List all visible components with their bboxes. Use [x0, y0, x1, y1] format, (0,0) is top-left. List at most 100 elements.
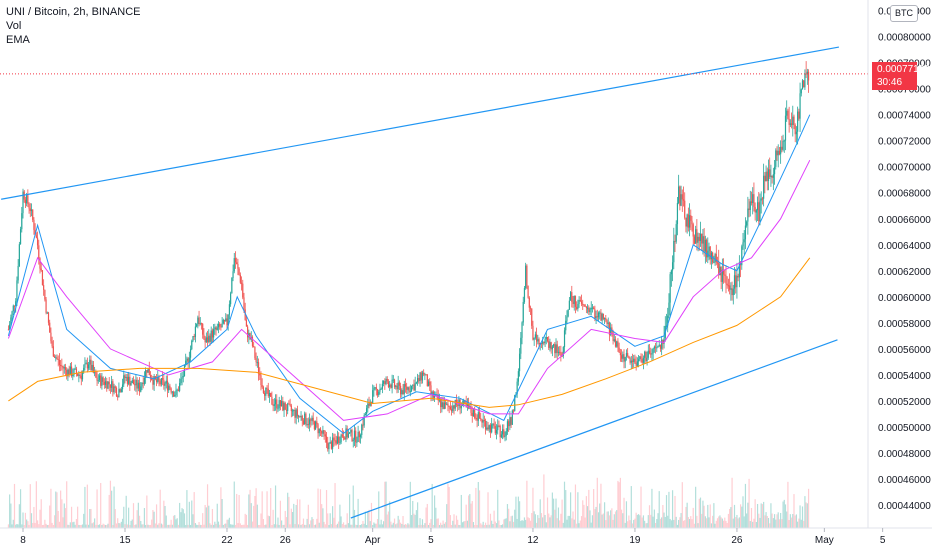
candle-body [114, 386, 116, 389]
candle-body [96, 377, 98, 381]
volume-bar [199, 524, 201, 528]
candle-body [781, 146, 783, 150]
volume-bar [725, 520, 727, 528]
volume-bar [443, 523, 445, 528]
candle-body [406, 386, 408, 390]
candle-body [576, 306, 578, 310]
candle-body [736, 275, 738, 288]
volume-bar [216, 503, 218, 528]
volume-bar [454, 524, 456, 528]
candle-body [291, 410, 294, 412]
candle-body [236, 262, 238, 265]
candle-body [361, 424, 363, 436]
candle-body [612, 331, 614, 341]
volume-bar [136, 510, 138, 528]
candle-body [376, 389, 379, 396]
legend-ema[interactable]: EMA [6, 34, 30, 46]
volume-bar [489, 513, 492, 528]
time-axis[interactable]: 8 15 22 26 Apr 5 12 19 26 May 5 [20, 528, 886, 546]
candle-body [552, 344, 555, 347]
candle-body [527, 285, 529, 298]
candle-body [125, 377, 127, 379]
volume-bar [87, 524, 90, 528]
candle-body [208, 335, 210, 342]
candle-body [356, 441, 358, 443]
volume-bar [86, 484, 88, 528]
candle-body [46, 312, 48, 314]
candle-body [304, 413, 306, 425]
volume-bar [242, 524, 244, 528]
volume-bar [369, 521, 371, 528]
candle-body [625, 353, 628, 357]
volume-bar [329, 513, 331, 528]
candle-body [149, 375, 152, 379]
candle-body [719, 266, 721, 276]
volume-bar [557, 507, 560, 528]
price-axis[interactable]: 0.00044000 0.00046000 0.00048000 0.00050000… [878, 7, 931, 512]
volume-bar [262, 519, 265, 528]
candle-body [720, 266, 722, 282]
time-tick-label: 5 [428, 535, 434, 546]
volume-bar [648, 505, 651, 528]
candle-body [790, 123, 793, 125]
candle-body [532, 325, 534, 340]
volume-bar [786, 511, 788, 528]
volume-bar [11, 524, 13, 528]
volume-bar [160, 523, 163, 528]
legend-vol[interactable]: Vol [6, 20, 22, 32]
candle-body [353, 430, 356, 440]
candle-body [607, 322, 609, 324]
volume-bar [95, 524, 97, 528]
volume-bar [60, 490, 62, 528]
candle-body [290, 405, 292, 412]
volume-bar [232, 524, 234, 528]
candle-body [535, 334, 538, 342]
candle-body [648, 350, 651, 354]
candle-body [434, 395, 436, 398]
candle-body [130, 383, 132, 386]
candle-body [786, 110, 788, 116]
volume-bar [458, 524, 460, 528]
candle-body [601, 313, 603, 321]
candle-body [725, 275, 727, 284]
volume-bar [131, 519, 133, 528]
volume-bar [602, 513, 604, 528]
volume-bar [595, 506, 597, 528]
volume-bar [769, 523, 771, 528]
candle-body [718, 262, 720, 276]
volume-bar [546, 497, 549, 528]
candle-body [698, 236, 700, 241]
volume-bar [661, 517, 663, 528]
candle-body [702, 236, 704, 244]
candle-body [166, 380, 169, 391]
volume-bar [67, 524, 69, 528]
volume-bar [583, 504, 585, 528]
volume-bar [710, 523, 713, 528]
trendlines[interactable] [1, 46, 840, 519]
symbol-title[interactable]: UNI / Bitcoin, 2h, BINANCE [6, 6, 141, 18]
candle-body [794, 125, 796, 135]
candle-body [620, 355, 623, 359]
volume-bar [523, 517, 526, 528]
volume-bar [651, 488, 653, 528]
candle-body [640, 356, 642, 360]
volume-bar [603, 502, 606, 528]
volume-bar [493, 510, 495, 528]
candle-body [355, 430, 357, 443]
volume-bar [400, 522, 402, 528]
candle-body [67, 369, 69, 377]
volume-bar [571, 518, 573, 528]
volume-bar [679, 517, 681, 528]
volume-bar [267, 515, 269, 528]
volume-bar [423, 525, 425, 528]
currency-badge[interactable]: BTC [890, 5, 918, 22]
volume-bar [413, 513, 415, 528]
candle-body [344, 437, 346, 440]
volume-bar [748, 478, 750, 528]
volume-bar [667, 515, 669, 528]
candle-body [573, 295, 575, 305]
volume-bar [81, 524, 84, 528]
volume-bar [614, 511, 617, 528]
volume-bar [539, 499, 541, 528]
